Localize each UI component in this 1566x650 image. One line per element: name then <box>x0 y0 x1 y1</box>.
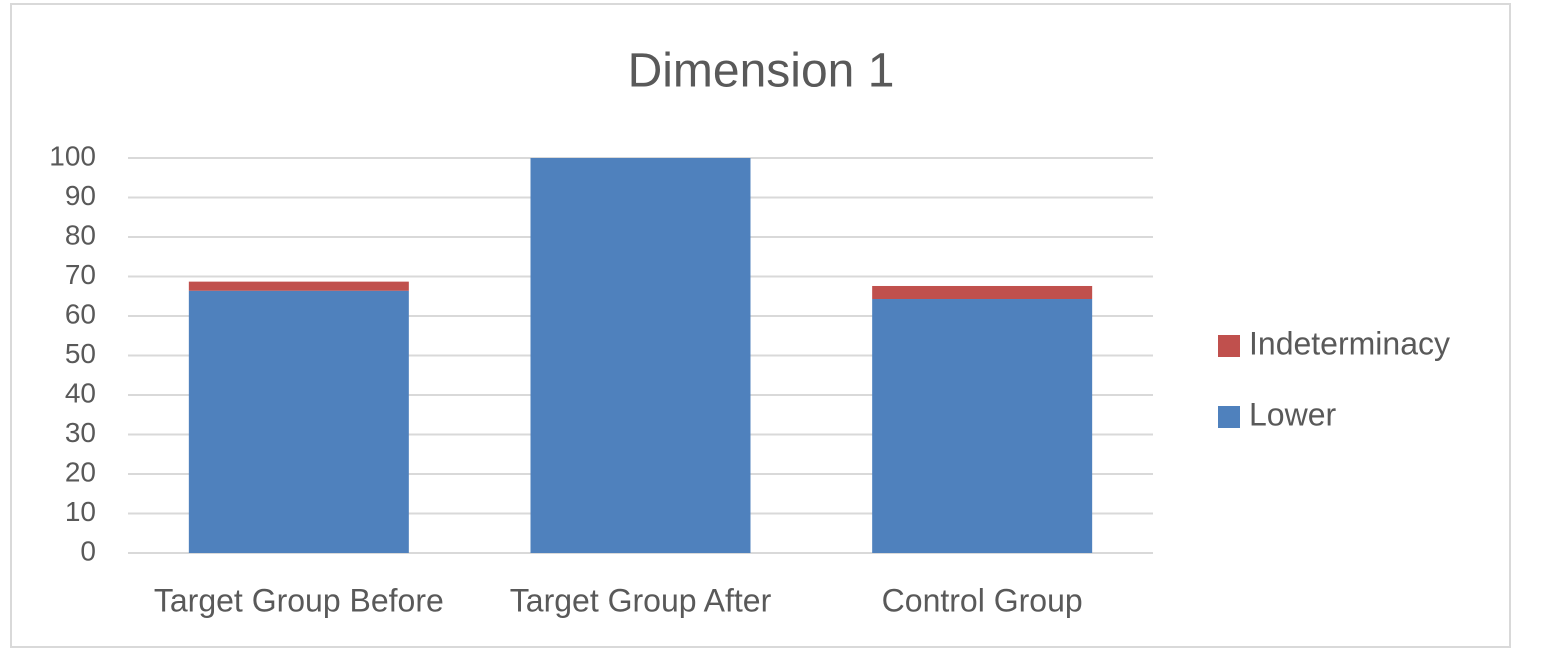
y-tick-label: 50 <box>65 338 96 369</box>
x-tick-label: Target Group Before <box>154 582 444 618</box>
legend-swatch <box>1218 335 1240 357</box>
x-tick-label: Target Group After <box>510 582 772 618</box>
x-tick-label: Control Group <box>882 582 1083 618</box>
bar-segment <box>872 285 1093 300</box>
y-tick-label: 70 <box>65 259 96 290</box>
bar-segment <box>530 158 751 553</box>
y-tick-label: 100 <box>49 140 96 171</box>
chart-title: Dimension 1 <box>628 45 895 98</box>
y-tick-label: 80 <box>65 219 96 250</box>
y-tick-label: 30 <box>65 417 96 448</box>
y-tick-label: 10 <box>65 496 96 527</box>
legend-swatch <box>1218 406 1240 428</box>
y-tick-label: 0 <box>80 535 96 566</box>
y-tick-label: 20 <box>65 456 96 487</box>
bar-segment <box>188 281 409 291</box>
y-tick-label: 60 <box>65 298 96 329</box>
legend-label: Indeterminacy <box>1249 325 1450 361</box>
legend-label: Lower <box>1249 396 1337 432</box>
bar-segment <box>188 290 409 553</box>
y-tick-label: 40 <box>65 377 96 408</box>
y-tick-label: 90 <box>65 180 96 211</box>
bar-segment <box>872 299 1093 553</box>
